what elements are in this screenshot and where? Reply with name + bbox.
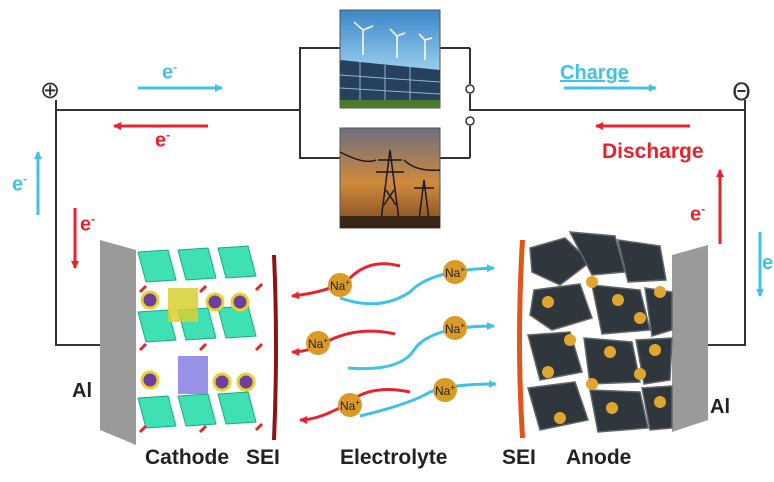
charge-label: Charge [560, 62, 629, 84]
discharge-ion-path-2 [291, 329, 396, 356]
cathode-label: Cathode [145, 446, 229, 469]
discharge-ion-path-1 [291, 262, 401, 300]
na-ion: Na+ [338, 393, 362, 417]
electron-label-discharge-right: e- [690, 202, 706, 226]
discharge-label: Discharge [602, 140, 704, 163]
anode-carbon-particles [527, 231, 673, 433]
negative-terminal-symbol: Θ [732, 78, 751, 106]
electron-label-discharge-top: e- [155, 128, 171, 152]
svg-text:Na+: Na+ [308, 336, 328, 351]
na-ion: Na+ [433, 378, 457, 402]
na-ion: Na+ [443, 260, 467, 284]
right-al-current-collector [672, 245, 708, 432]
anode-sei-label: SEI [502, 446, 536, 469]
electron-label-discharge-left: e- [80, 212, 96, 236]
external-circuit-wire [55, 47, 746, 346]
cathode-sei-label: SEI [246, 446, 280, 469]
charge-ion-path-3 [359, 380, 497, 418]
switch-contact-bottom [465, 116, 475, 126]
al-left-label: Al [72, 380, 92, 402]
cathode-layered-structure [136, 245, 266, 440]
svg-text:Na+: Na+ [435, 383, 455, 398]
left-al-current-collector [100, 240, 136, 445]
svg-text:Na+: Na+ [445, 321, 465, 336]
svg-text:Na+: Na+ [445, 265, 465, 280]
anode-label: Anode [566, 446, 632, 469]
cathode-sei-layer [272, 255, 278, 440]
electron-label-charge-left: e- [12, 172, 28, 196]
solar-and-wind-image [339, 9, 441, 109]
positive-terminal-symbol: ⊕ [40, 76, 61, 104]
al-right-label: Al [710, 396, 730, 418]
electrolyte-label: Electrolyte [340, 446, 448, 469]
na-ion: Na+ [306, 331, 330, 355]
svg-text:Na+: Na+ [330, 278, 350, 293]
switch-contact-top [465, 84, 475, 94]
na-ion: Na+ [443, 316, 467, 340]
charge-ion-path-1 [339, 264, 495, 306]
power-grid-image [339, 127, 441, 229]
electron-label-charge-top: e- [162, 60, 178, 84]
na-ion: Na+ [328, 273, 352, 297]
svg-text:Na+: Na+ [340, 398, 360, 413]
anode-sei-layer [517, 240, 525, 438]
electron-label-charge-right: e [762, 252, 774, 274]
